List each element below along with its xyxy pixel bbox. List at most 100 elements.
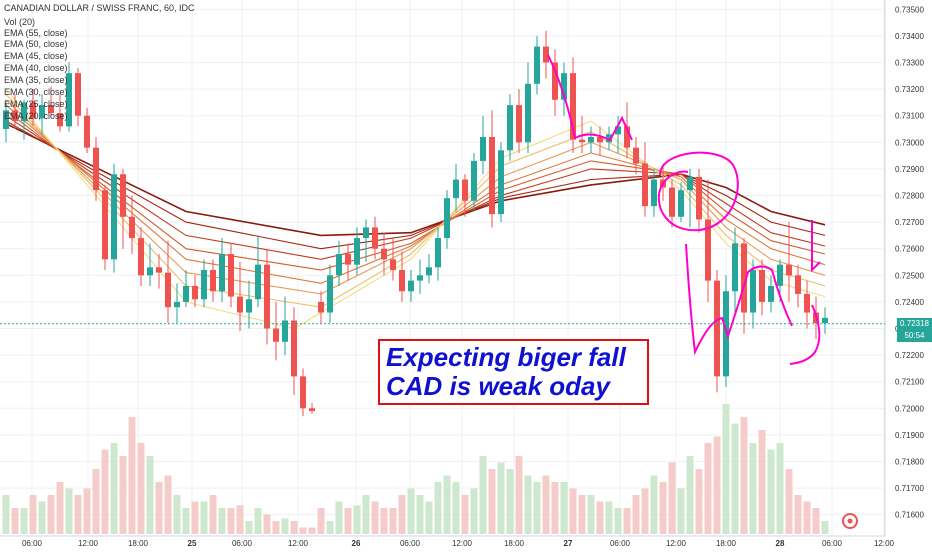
candle-body — [183, 285, 189, 302]
candle-body — [363, 227, 369, 239]
candle-body — [750, 269, 756, 313]
indicator-ema-40[interactable]: EMA (40, close) — [4, 63, 68, 73]
volume-bar — [155, 482, 163, 534]
indicator-ema-25[interactable]: EMA (25, close) — [4, 99, 68, 109]
volume-bar — [2, 495, 10, 534]
volume-bar — [92, 469, 100, 534]
volume-bar — [110, 443, 118, 534]
candle-body — [309, 408, 315, 411]
x-tick-label: 12:00 — [874, 539, 895, 548]
indicator-ema-55[interactable]: EMA (55, close) — [4, 28, 68, 38]
candle-body — [417, 275, 423, 281]
x-tick-label: 12:00 — [666, 539, 687, 548]
indicator-ema-50[interactable]: EMA (50, close) — [4, 39, 68, 49]
candle-body — [822, 317, 828, 324]
x-tick-label: 12:00 — [78, 539, 99, 548]
volume-bar — [704, 443, 712, 534]
candle-body — [768, 285, 774, 302]
candle-body — [48, 105, 54, 114]
candle-body — [507, 105, 513, 151]
y-tick-label: 0.72800 — [895, 192, 924, 201]
volume-bar — [227, 508, 235, 534]
volume-bar — [371, 501, 379, 534]
candle-body — [354, 238, 360, 265]
candle-body — [174, 301, 180, 308]
candle-body — [705, 219, 711, 281]
x-tick-label: 28 — [776, 539, 785, 548]
y-tick-label: 0.72400 — [895, 298, 924, 307]
volume-bar — [380, 508, 388, 534]
x-tick-label: 12:00 — [452, 539, 473, 548]
candle-body — [237, 296, 243, 313]
volume-bar — [290, 521, 298, 534]
candle-body — [12, 110, 18, 122]
annotation-line-1: Expecting biger fall — [386, 342, 626, 372]
candle-body — [75, 73, 81, 116]
annotation-line-2: CAD is weak oday — [386, 371, 610, 401]
candle-body — [435, 238, 441, 268]
candle-body — [588, 136, 594, 143]
candle-body — [201, 269, 207, 300]
volume-bar — [56, 482, 64, 534]
x-tick-label: 18:00 — [716, 539, 737, 548]
ema-line — [5, 120, 826, 250]
x-tick-label: 06:00 — [232, 539, 253, 548]
volume-bar — [731, 423, 739, 534]
candle-body — [300, 376, 306, 409]
volume-bar — [533, 482, 541, 534]
volume-bar — [245, 521, 253, 534]
y-tick-label: 0.73100 — [895, 112, 924, 121]
candle-body — [552, 62, 558, 100]
marker-circle — [657, 151, 739, 232]
indicator-ema-35[interactable]: EMA (35, close) — [4, 75, 68, 85]
candle-body — [57, 113, 63, 127]
symbol-title: CANADIAN DOLLAR / SWISS FRANC, 60, IDC — [4, 3, 195, 13]
indicator-ema-45[interactable]: EMA (45, close) — [4, 51, 68, 61]
candle-body — [633, 147, 639, 164]
x-tick-label: 25 — [188, 539, 197, 548]
candle-body — [336, 254, 342, 276]
candle-body — [651, 179, 657, 207]
marker-wave-line — [685, 243, 793, 356]
y-tick-label: 0.71700 — [895, 484, 924, 493]
candles — [3, 30, 828, 417]
volume-bar — [389, 508, 397, 534]
y-tick-label: 0.73300 — [895, 59, 924, 68]
volume-bar — [812, 508, 820, 534]
candle-body — [282, 320, 288, 342]
volume-bar — [452, 482, 460, 534]
volume-bar — [542, 475, 550, 534]
volume-bar — [83, 488, 91, 534]
ema-line — [5, 115, 826, 260]
volume-bar — [785, 469, 793, 534]
volume-bar — [164, 475, 172, 534]
volume-bar — [416, 495, 424, 534]
indicator-ema-20[interactable]: EMA (20, close) — [4, 111, 68, 121]
candle-body — [462, 179, 468, 201]
volume-bar — [641, 488, 649, 534]
candle-body — [615, 126, 621, 135]
candle-body — [273, 328, 279, 342]
y-tick-label: 0.73000 — [895, 138, 924, 147]
volume-bar — [191, 501, 199, 534]
indicator-vol[interactable]: Vol (20) — [4, 17, 36, 27]
candle-body — [147, 267, 153, 276]
candle-body — [399, 269, 405, 292]
volume-bar — [443, 475, 451, 534]
volume-bar — [317, 508, 325, 534]
volume-bar — [686, 456, 694, 534]
candle-body — [687, 176, 693, 191]
ema-lines — [5, 88, 826, 330]
candle-body — [714, 280, 720, 377]
volume-bar — [29, 495, 37, 534]
candle-body — [732, 243, 738, 292]
settings-button[interactable] — [842, 513, 858, 529]
candle-body — [390, 259, 396, 270]
indicator-ema-30[interactable]: EMA (30, close) — [4, 87, 68, 97]
volume-bar — [524, 475, 532, 534]
candle-body — [30, 102, 36, 119]
volume-bar — [182, 508, 190, 534]
volume-bar — [470, 488, 478, 534]
